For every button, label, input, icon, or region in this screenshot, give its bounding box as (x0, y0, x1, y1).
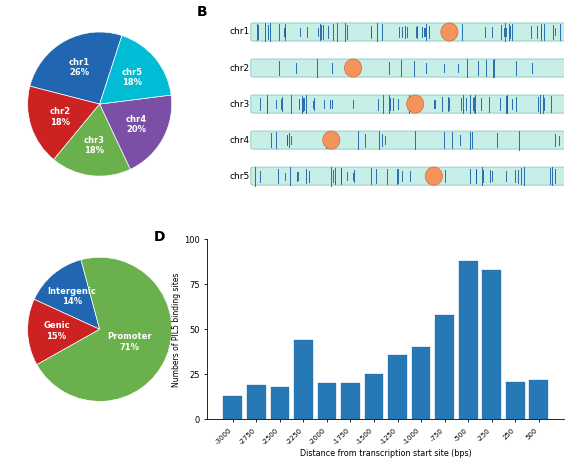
Text: chr5
18%: chr5 18% (121, 68, 142, 87)
Text: D: D (154, 230, 165, 244)
Ellipse shape (441, 23, 458, 41)
Text: Intergenic
14%: Intergenic 14% (47, 287, 96, 306)
Wedge shape (34, 260, 100, 329)
Wedge shape (37, 257, 172, 401)
Bar (341, 384, 360, 419)
Text: chr2: chr2 (230, 63, 250, 73)
FancyBboxPatch shape (251, 59, 567, 77)
Bar (223, 396, 242, 419)
Text: chr2
18%: chr2 18% (50, 107, 71, 127)
FancyBboxPatch shape (251, 95, 567, 113)
Bar (435, 315, 454, 419)
FancyBboxPatch shape (251, 23, 567, 41)
Text: chr1
26%: chr1 26% (69, 58, 90, 77)
Text: chr5: chr5 (230, 171, 250, 181)
Bar (388, 355, 407, 419)
Wedge shape (54, 104, 131, 176)
Text: chr3
18%: chr3 18% (84, 136, 105, 155)
Bar (482, 270, 501, 419)
FancyBboxPatch shape (251, 131, 567, 149)
Text: chr3: chr3 (230, 100, 250, 109)
Bar (247, 385, 266, 419)
Wedge shape (27, 86, 100, 160)
Ellipse shape (323, 131, 340, 149)
Bar (294, 340, 313, 419)
Text: B: B (197, 5, 207, 19)
Text: chr4
20%: chr4 20% (126, 115, 147, 134)
Bar (412, 347, 430, 419)
Wedge shape (27, 299, 100, 365)
Bar (365, 374, 384, 419)
Wedge shape (100, 35, 171, 104)
Bar (530, 380, 548, 419)
Ellipse shape (425, 167, 442, 185)
FancyBboxPatch shape (251, 167, 567, 185)
Wedge shape (100, 95, 172, 169)
Text: Genic
15%: Genic 15% (43, 322, 70, 341)
Y-axis label: Numbers of PIL5 binding sites: Numbers of PIL5 binding sites (172, 272, 181, 387)
Bar (506, 382, 524, 419)
Wedge shape (30, 32, 122, 104)
Text: chr1: chr1 (230, 27, 250, 36)
Bar (317, 384, 336, 419)
Bar (459, 261, 478, 419)
Ellipse shape (406, 95, 424, 113)
Text: Promoter
71%: Promoter 71% (107, 332, 152, 351)
Ellipse shape (344, 59, 361, 77)
Bar (271, 387, 290, 419)
X-axis label: Distance from transcription start site (bps): Distance from transcription start site (… (300, 449, 471, 458)
Text: chr4: chr4 (230, 136, 250, 144)
